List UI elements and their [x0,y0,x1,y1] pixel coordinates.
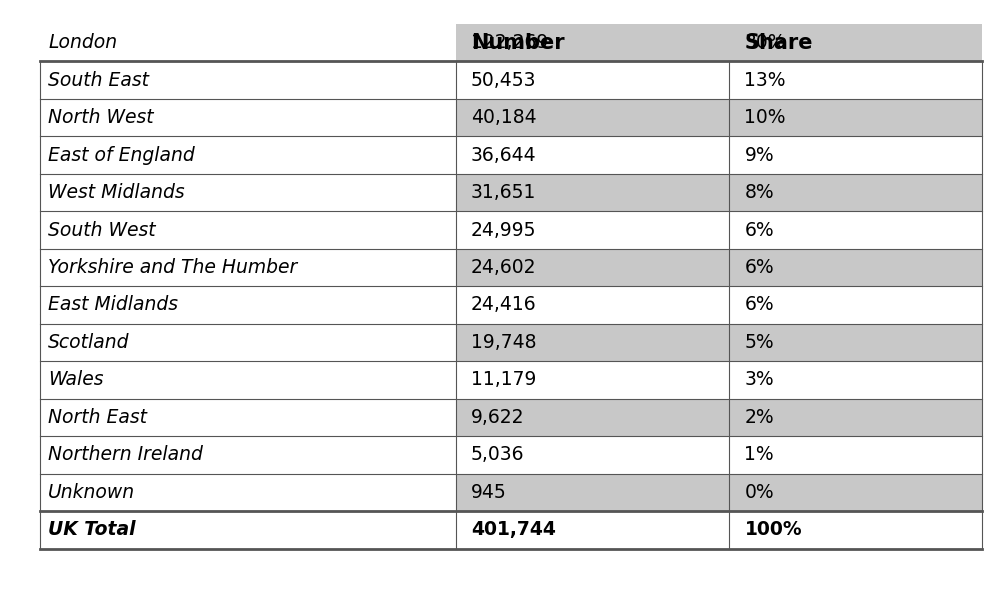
Text: Wales: Wales [48,370,103,389]
Text: 36,644: 36,644 [471,145,536,164]
Text: South East: South East [48,71,149,90]
Text: 9,622: 9,622 [471,408,524,427]
Bar [729,174,982,211]
Text: 122,269: 122,269 [471,33,548,52]
Text: West Midlands: West Midlands [48,183,184,202]
Text: 8%: 8% [744,183,775,202]
Bar [456,174,729,211]
Text: 24,602: 24,602 [471,258,536,277]
Bar [729,474,982,511]
Text: 6%: 6% [744,258,775,277]
Text: 2%: 2% [744,408,775,427]
Text: London: London [48,33,117,52]
Text: 945: 945 [471,483,507,502]
Bar [456,249,729,286]
Text: Scotland: Scotland [48,333,129,352]
Bar [729,399,982,436]
Text: UK Total: UK Total [48,520,135,539]
Text: Northern Ireland: Northern Ireland [48,446,203,465]
Text: Share: Share [744,33,813,53]
Bar [456,99,729,136]
Text: 401,744: 401,744 [471,520,556,539]
Text: Yorkshire and The Humber: Yorkshire and The Humber [48,258,298,277]
Bar [456,211,729,249]
Text: Unknown: Unknown [48,483,135,502]
Text: 19,748: 19,748 [471,333,536,352]
Text: 11,179: 11,179 [471,370,536,389]
Text: South West: South West [48,221,155,240]
Bar [456,436,729,474]
Text: 40,184: 40,184 [471,108,536,127]
Text: 5,036: 5,036 [471,446,524,465]
Bar [456,62,729,99]
Text: 5%: 5% [744,333,775,352]
Text: Number: Number [471,33,564,53]
Bar [729,249,982,286]
Text: 100%: 100% [744,520,803,539]
Bar [456,136,729,174]
Bar [729,211,982,249]
Text: 13%: 13% [744,71,786,90]
Text: East of England: East of England [48,145,194,164]
Bar [729,436,982,474]
Text: North East: North East [48,408,147,427]
Text: 24,995: 24,995 [471,221,536,240]
Bar [456,474,729,511]
Bar [456,399,729,436]
Bar [729,136,982,174]
Bar [729,99,982,136]
Text: 10%: 10% [744,108,786,127]
Bar [729,361,982,399]
Text: 24,416: 24,416 [471,295,536,315]
Bar [729,324,982,361]
Bar [456,361,729,399]
Text: 9%: 9% [744,145,775,164]
Bar [729,286,982,324]
Bar [456,24,729,62]
Bar [729,24,982,62]
Text: 30%: 30% [744,33,786,52]
Bar [729,62,982,99]
Text: 6%: 6% [744,295,775,315]
Text: 0%: 0% [744,483,775,502]
Text: 31,651: 31,651 [471,183,536,202]
Text: 1%: 1% [744,446,775,465]
Text: 6%: 6% [744,221,775,240]
Text: 50,453: 50,453 [471,71,536,90]
Text: North West: North West [48,108,153,127]
Bar [456,286,729,324]
Bar [456,324,729,361]
Text: 3%: 3% [744,370,775,389]
Text: East Midlands: East Midlands [48,295,178,315]
